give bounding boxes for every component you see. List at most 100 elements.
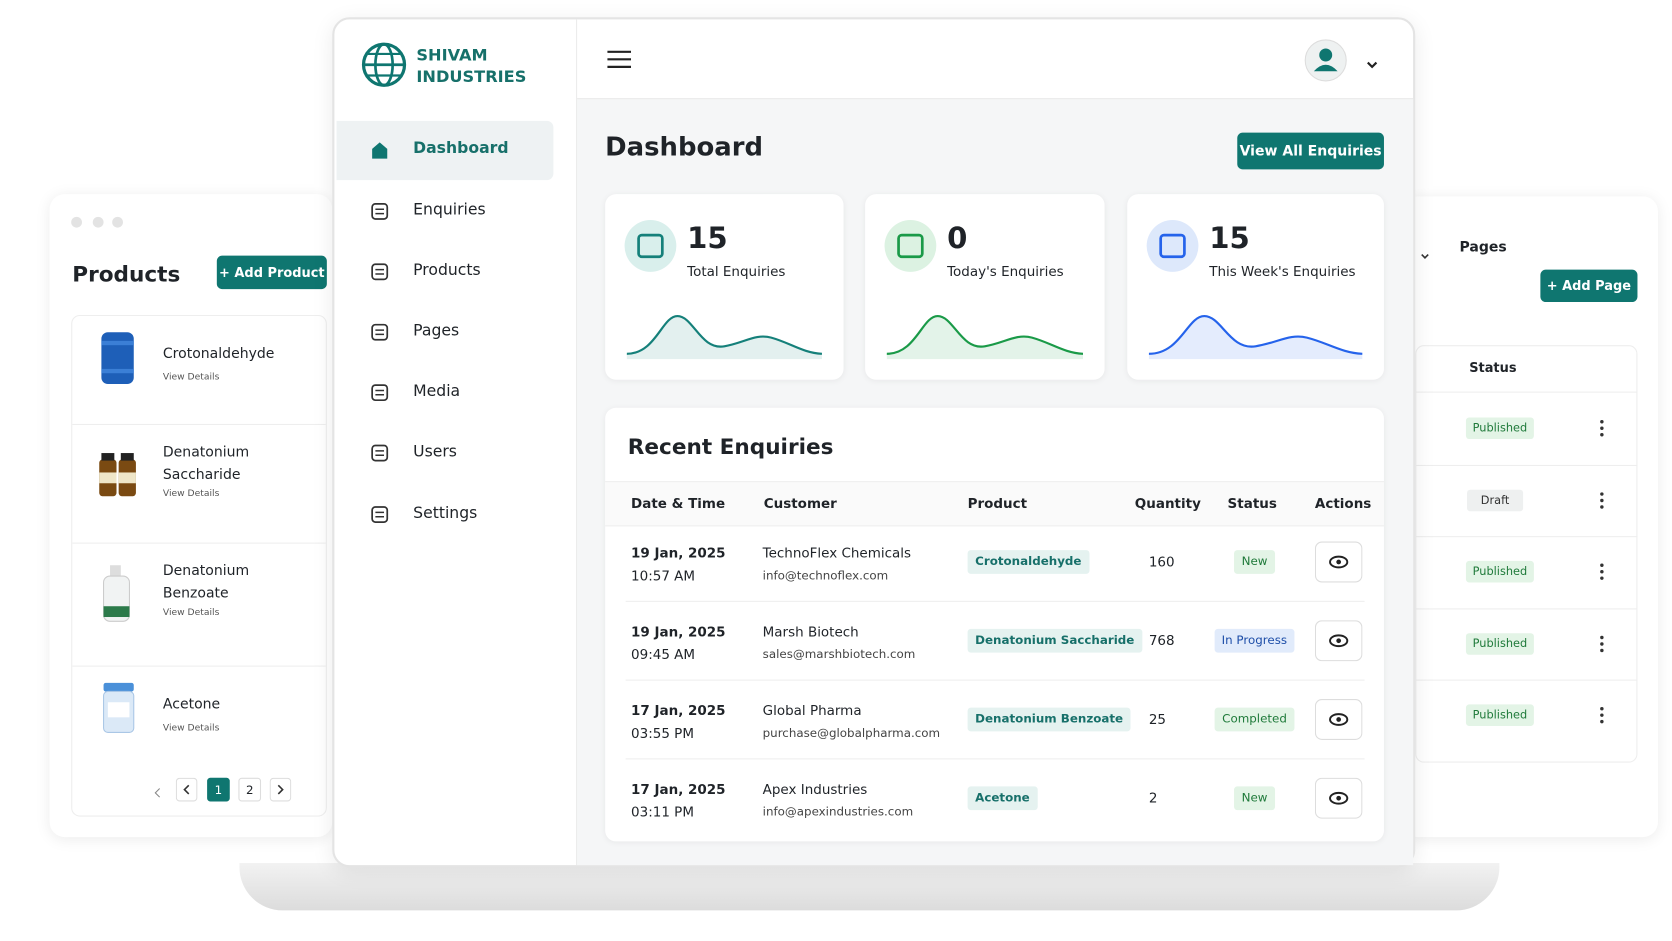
- view-details-link[interactable]: View Details: [162, 488, 220, 500]
- recent-title: Recent Enquiries: [627, 433, 834, 460]
- nav-item[interactable]: Pages: [413, 322, 460, 340]
- row-divider: [1415, 607, 1638, 609]
- row-divider: [625, 600, 1365, 602]
- more-menu-svg: [1600, 563, 1604, 580]
- stat-value: 15: [1209, 222, 1250, 256]
- nav-icon: [370, 140, 389, 159]
- stat-label: This Week's Enquiries: [1209, 263, 1356, 280]
- nav-icon: [370, 443, 389, 462]
- page-first-svg: [154, 788, 161, 798]
- menu-toggle[interactable]: [607, 50, 632, 69]
- stat-icon-svg: [1146, 220, 1199, 272]
- status-pill: Published: [1465, 632, 1534, 655]
- view-details-link[interactable]: View Details: [162, 607, 220, 619]
- more-menu-svg: [1600, 491, 1604, 509]
- sidebar-divider: [576, 19, 578, 866]
- nav-icon-svg: [372, 142, 388, 159]
- chevron: [1420, 245, 1431, 259]
- nav-item[interactable]: Dashboard: [413, 140, 509, 158]
- dashboard-title: Dashboard: [605, 131, 764, 162]
- nav-item[interactable]: Products: [413, 262, 481, 280]
- view-button[interactable]: [1314, 698, 1363, 740]
- view-details-link[interactable]: View Details: [162, 722, 220, 734]
- customer-email: sales@marshbiotech.com: [762, 647, 916, 662]
- sparkline-svg: [886, 314, 1084, 360]
- sparkline: [1148, 305, 1363, 360]
- table-header-divider: [1415, 391, 1638, 393]
- page-prev-svg: [175, 777, 198, 802]
- view-button-svg: [1314, 620, 1363, 662]
- customer-email: info@technoflex.com: [762, 568, 889, 583]
- row-divider: [1415, 536, 1638, 538]
- customer-email: info@apexindustries.com: [762, 804, 914, 819]
- products-title: Products: [72, 261, 181, 287]
- nav-icon-svg: [371, 506, 389, 523]
- quantity: 25: [1148, 710, 1166, 728]
- recent-card: [605, 407, 1384, 842]
- quantity: 2: [1148, 789, 1158, 806]
- row-divider: [625, 758, 1365, 760]
- view-button-svg: [1314, 541, 1363, 583]
- nav-item[interactable]: Media: [413, 382, 461, 401]
- stat-icon: [623, 219, 677, 273]
- pages-title: Pages: [1459, 239, 1507, 256]
- table-header-bg: [605, 481, 1384, 527]
- nav-icon-svg: [371, 444, 389, 462]
- view-button[interactable]: [1314, 541, 1363, 583]
- user-avatar[interactable]: [1304, 39, 1347, 82]
- page-next-svg: [269, 777, 292, 802]
- view-button[interactable]: [1314, 620, 1363, 662]
- nav-item[interactable]: Users: [413, 443, 457, 461]
- column-header: Customer: [763, 495, 837, 512]
- nav-icon: [370, 383, 389, 402]
- stat-label: Today's Enquiries: [947, 263, 1064, 280]
- column-header: Quantity: [1134, 495, 1201, 512]
- view-button[interactable]: [1314, 777, 1363, 819]
- logo-globe: [360, 41, 407, 88]
- product-image: [97, 676, 140, 739]
- column-header: Product: [967, 495, 1028, 512]
- nav-icon: [370, 262, 389, 281]
- quantity: 768: [1148, 632, 1175, 649]
- list-divider: [72, 665, 326, 667]
- more-menu[interactable]: [1596, 419, 1607, 438]
- status-pill: New: [1234, 550, 1276, 574]
- status-pill: Published: [1465, 560, 1534, 583]
- brand-name: SHIVAM INDUSTRIES: [416, 45, 527, 87]
- add-page-button[interactable]: + Add Page: [1540, 269, 1638, 303]
- nav-icon-svg: [371, 323, 389, 341]
- row-divider: [1415, 679, 1638, 681]
- stat-icon: [883, 219, 937, 273]
- nav-item[interactable]: Settings: [413, 504, 478, 523]
- product-name: Crotonaldehyde: [162, 346, 275, 363]
- product-image: [97, 563, 140, 626]
- nav-item[interactable]: Enquiries: [413, 201, 486, 219]
- more-menu[interactable]: [1596, 705, 1607, 724]
- view-details-link[interactable]: View Details: [162, 372, 220, 383]
- more-menu[interactable]: [1596, 562, 1607, 581]
- more-menu[interactable]: [1596, 634, 1607, 653]
- row-divider: [1415, 464, 1638, 466]
- enquiry-time: 10:57 AM: [631, 567, 696, 584]
- product-image-svg: [99, 453, 136, 497]
- stat-icon-svg: [884, 220, 937, 272]
- enquiry-date: 19 Jan, 2025: [631, 544, 726, 561]
- status-pill: Completed: [1214, 707, 1295, 732]
- view-all-button[interactable]: View All Enquiries: [1237, 132, 1384, 170]
- logo-globe-svg: [361, 42, 407, 87]
- page-number[interactable]: 2: [238, 777, 262, 802]
- add-product-button[interactable]: + Add Product: [216, 255, 327, 290]
- user-chevron-svg: [1367, 61, 1378, 69]
- product-pill: Acetone: [967, 786, 1038, 811]
- status-pill: In Progress: [1214, 628, 1295, 653]
- status-pill: Published: [1465, 704, 1534, 726]
- more-menu[interactable]: [1596, 490, 1607, 509]
- page-number[interactable]: 1: [207, 777, 230, 802]
- product-pill: Denatonium Benzoate: [967, 707, 1131, 732]
- product-image-svg: [103, 682, 135, 733]
- view-button-svg: [1314, 698, 1363, 740]
- stat-value: 0: [947, 222, 968, 256]
- column-header: Status: [1227, 495, 1277, 512]
- product-pill: Denatonium Saccharide: [967, 628, 1142, 653]
- view-button-svg: [1314, 777, 1363, 819]
